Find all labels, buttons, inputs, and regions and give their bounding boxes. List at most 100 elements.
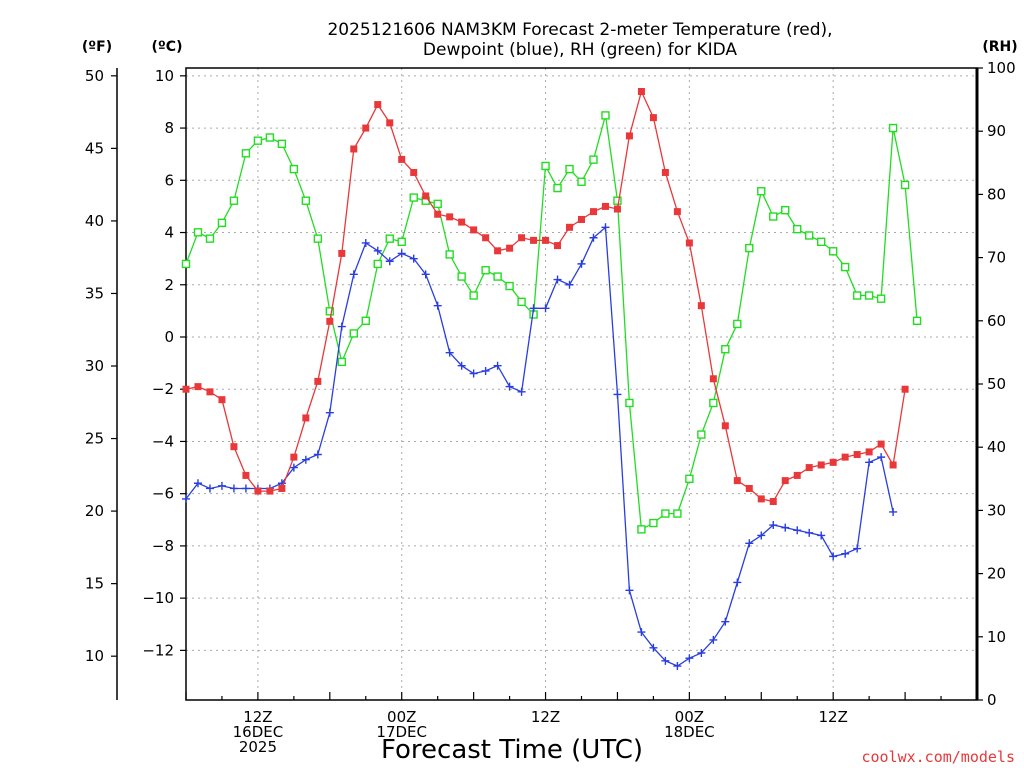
temperature-marker <box>278 484 286 492</box>
celsius-tick-label: −8 <box>152 537 174 555</box>
dewpoint-marker <box>493 361 502 370</box>
dewpoint-marker <box>529 304 538 313</box>
dewpoint-marker <box>193 479 202 488</box>
rh-marker <box>840 262 850 272</box>
dewpoint-marker <box>781 523 790 532</box>
dewpoint-marker <box>553 275 562 284</box>
temperature-marker <box>314 377 322 385</box>
title-line-1: 2025121606 NAM3KM Forecast 2-meter Tempe… <box>327 20 832 40</box>
temperature-marker <box>230 443 238 451</box>
temperature-marker <box>889 461 897 469</box>
dewpoint-marker <box>829 552 838 561</box>
rh-marker <box>205 234 215 243</box>
temperature-marker <box>386 119 394 127</box>
dewpoint-marker <box>445 348 454 357</box>
dewpoint-marker <box>469 369 478 378</box>
rh-marker <box>721 345 730 354</box>
dewpoint-marker <box>517 387 526 396</box>
temperature-marker <box>745 484 753 492</box>
rh-marker <box>469 291 478 300</box>
time-tick-label: 00Z <box>675 708 704 726</box>
rh-marker <box>805 231 814 240</box>
dewpoint-marker <box>229 484 238 493</box>
rh-marker <box>900 180 910 190</box>
rh-unit-label: (RH) <box>982 39 1017 55</box>
dewpoint-marker <box>853 544 862 553</box>
temperature-marker <box>578 215 585 223</box>
temperature-marker <box>554 242 562 250</box>
credit-link[interactable]: coolwx.com/models <box>861 748 1015 766</box>
rh-tick-label: 40 <box>987 438 1006 456</box>
dewpoint-marker <box>673 662 682 671</box>
dewpoint-marker <box>577 259 586 268</box>
dewpoint-marker <box>337 322 346 331</box>
rh-marker <box>241 149 251 158</box>
fahrenheit-tick-label: 50 <box>85 67 104 85</box>
temperature-marker <box>350 145 358 153</box>
temperature-marker <box>290 453 298 461</box>
temperature-marker <box>494 247 502 255</box>
temperature-marker <box>601 202 609 210</box>
rh-marker <box>649 518 658 528</box>
celsius-tick-label: −12 <box>142 641 174 659</box>
dewpoint-marker <box>505 382 514 391</box>
rh-tick-label: 60 <box>987 312 1006 330</box>
temperature-marker <box>841 453 849 461</box>
rh-marker <box>313 234 323 243</box>
celsius-tick-label: 2 <box>164 276 174 294</box>
rh-tick-label: 50 <box>987 375 1006 393</box>
temperature-marker <box>338 249 346 257</box>
celsius-tick-label: −4 <box>152 432 174 450</box>
dewpoint-marker <box>889 507 898 516</box>
dewpoint-marker <box>205 484 214 493</box>
rh-marker <box>769 212 778 221</box>
rh-marker <box>289 164 299 174</box>
rh-marker <box>565 164 574 174</box>
temperature-marker <box>757 495 765 503</box>
dewpoint-marker <box>661 656 670 665</box>
temperature-marker <box>649 114 657 122</box>
rh-marker <box>697 430 706 439</box>
series-line <box>185 225 894 667</box>
series-layer <box>181 88 922 671</box>
dewpoint-marker <box>865 458 874 467</box>
dewpoint-marker <box>409 254 418 263</box>
rh-marker <box>912 316 922 325</box>
dewpoint-marker <box>433 301 442 310</box>
fahrenheit-tick-label: 35 <box>85 284 104 302</box>
plot-frame <box>185 67 978 701</box>
dewpoint-marker <box>697 648 706 657</box>
title-line-2: Dewpoint (blue), RH (green) for KIDA <box>423 40 738 60</box>
temperature-marker <box>733 477 741 485</box>
celsius-axis: 10 8 6 4 2 0 −2 −4 −6 −8 −10 −12 <box>142 67 186 659</box>
dewpoint-marker <box>709 635 718 644</box>
time-tick-label: 16DEC <box>233 723 284 741</box>
dewpoint-marker <box>613 390 622 399</box>
dewpoint-marker <box>541 304 550 313</box>
dewpoint-marker <box>325 408 334 417</box>
fahrenheit-tick-label: 45 <box>85 139 104 157</box>
dewpoint-marker <box>421 270 430 279</box>
dewpoint-marker <box>733 578 742 587</box>
temperature-marker <box>398 155 406 163</box>
temperature-marker <box>721 422 729 430</box>
rh-marker <box>661 509 670 518</box>
dewpoint-marker <box>649 643 658 652</box>
rh-marker <box>517 297 526 307</box>
rh-marker <box>397 237 406 247</box>
dewpoint-marker <box>625 586 634 595</box>
fahrenheit-tick-label: 25 <box>85 430 104 448</box>
dewpoint-marker <box>241 484 250 493</box>
rh-marker <box>613 196 622 205</box>
time-tick-label: 12Z <box>531 708 560 726</box>
temperature-marker <box>661 168 669 176</box>
rh-marker <box>601 111 610 120</box>
temperature-marker <box>685 239 693 247</box>
dewpoint-marker <box>721 617 730 626</box>
x-axis-title: Forecast Time (UTC) <box>381 735 643 765</box>
temperature-marker <box>589 208 597 216</box>
temperature-marker <box>805 464 813 472</box>
rh-marker <box>852 291 862 300</box>
time-tick-label: 12Z <box>818 708 847 726</box>
rh-tick-label: 10 <box>987 628 1006 646</box>
